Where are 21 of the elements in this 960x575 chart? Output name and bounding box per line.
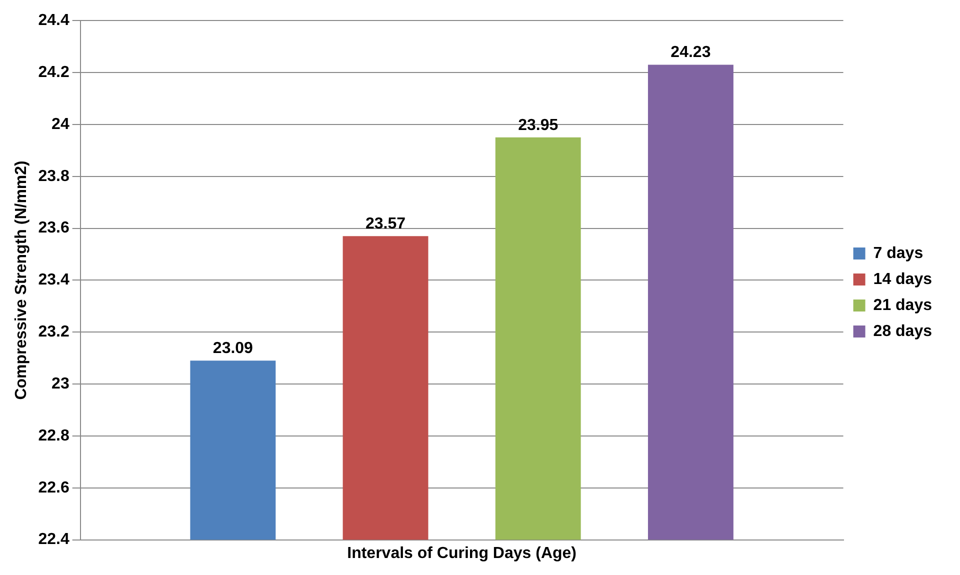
y-tick-label: 22.4 [38, 531, 70, 548]
y-axis-title: Compressive Strength (N/mm2) [13, 160, 30, 400]
data-label: 23.57 [365, 215, 406, 232]
y-tick-label: 23.2 [38, 324, 70, 341]
legend-label: 14 days [873, 270, 932, 288]
y-tick-label: 22.6 [38, 479, 70, 496]
y-tick-label: 24.2 [38, 64, 70, 81]
y-tick-label: 24 [52, 116, 70, 133]
data-label: 23.09 [212, 340, 254, 358]
legend-label: 21 days [873, 296, 932, 314]
y-tick-label: 23.8 [38, 168, 70, 185]
y-tick-label: 22.8 [38, 427, 70, 444]
y-tick-label: 23.6 [38, 220, 70, 237]
data-label: 24.23 [670, 44, 711, 62]
y-tick-label: 24.4 [38, 12, 70, 30]
y-tick-label: 23 [52, 375, 70, 392]
legend-label: 28 days [873, 322, 932, 340]
data-label: 23.95 [518, 116, 558, 134]
x-axis-title: Intervals of Curing Days (Age) [347, 544, 576, 562]
y-tick-label: 23.4 [38, 272, 70, 289]
legend-label: 7 days [873, 244, 924, 262]
